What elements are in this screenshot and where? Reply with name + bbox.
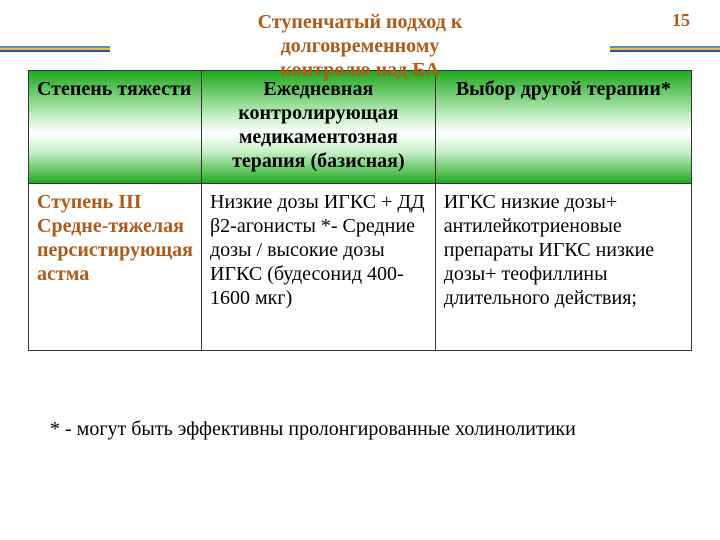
header-daily: Ежедневная контролирующая медикаментозна… — [202, 71, 436, 184]
header-severity: Степень тяжести — [29, 71, 202, 184]
title-line-3: контролю над БА — [280, 59, 439, 81]
table-row: Ступень III Средне-тяжелая персистирующа… — [29, 184, 692, 351]
title-line-2: долговременному — [281, 35, 440, 57]
header-other: Выбор другой терапии* — [435, 71, 691, 184]
content-table: Степень тяжести Ежедневная контролирующа… — [28, 70, 692, 351]
cell-other: ИГКС низкие дозы+ антилейкотриеновые пре… — [435, 184, 691, 351]
slide-title: Ступенчатый подход к долговременному кон… — [0, 0, 720, 82]
title-line-1: Ступенчатый подход к — [258, 11, 463, 33]
table-header-row: Степень тяжести Ежедневная контролирующа… — [29, 71, 692, 184]
cell-daily: Низкие дозы ИГКС + ДД β2-агонисты *- Сре… — [202, 184, 436, 351]
cell-severity: Ступень III Средне-тяжелая персистирующа… — [29, 184, 202, 351]
footnote: * - могут быть эффективны пролонгированн… — [50, 418, 576, 441]
